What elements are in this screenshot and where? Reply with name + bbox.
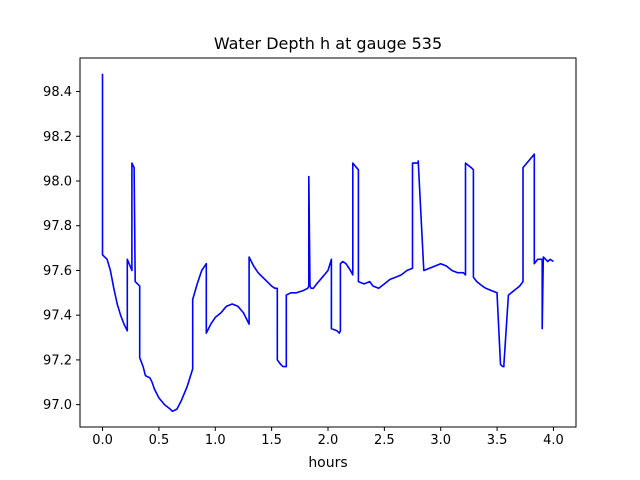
x-tick-label: 2.5 — [374, 433, 395, 448]
chart-title: Water Depth h at gauge 535 — [214, 34, 442, 53]
x-tick-label: 1.5 — [261, 433, 282, 448]
y-tick-label: 97.2 — [43, 353, 72, 368]
y-tick-label: 98.2 — [43, 130, 72, 145]
y-tick-label: 97.4 — [43, 309, 72, 324]
y-tick-label: 98.0 — [43, 175, 72, 190]
x-tick-label: 1.0 — [205, 433, 226, 448]
x-tick-label: 3.0 — [430, 433, 451, 448]
y-tick-label: 97.0 — [43, 398, 72, 413]
x-tick-label: 2.0 — [318, 433, 339, 448]
x-axis-label: hours — [308, 455, 347, 471]
x-tick-label: 0.0 — [92, 433, 113, 448]
axis-ticks: 0.0 0.5 1.0 1.5 2.0 2.5 3.0 3.5 4.0 97.0 97.2 97.4 9… — [43, 85, 564, 448]
y-tick-label: 97.8 — [43, 219, 72, 234]
x-tick-label: 3.5 — [487, 433, 508, 448]
series-line — [101, 73, 554, 413]
x-tick-label: 0.5 — [149, 433, 170, 448]
y-tick-label: 98.4 — [43, 85, 72, 100]
y-tick-label: 97.6 — [43, 264, 72, 279]
plot-frame — [79, 57, 577, 428]
plot-lines — [101, 73, 554, 413]
x-tick-label: 4.0 — [543, 433, 564, 448]
